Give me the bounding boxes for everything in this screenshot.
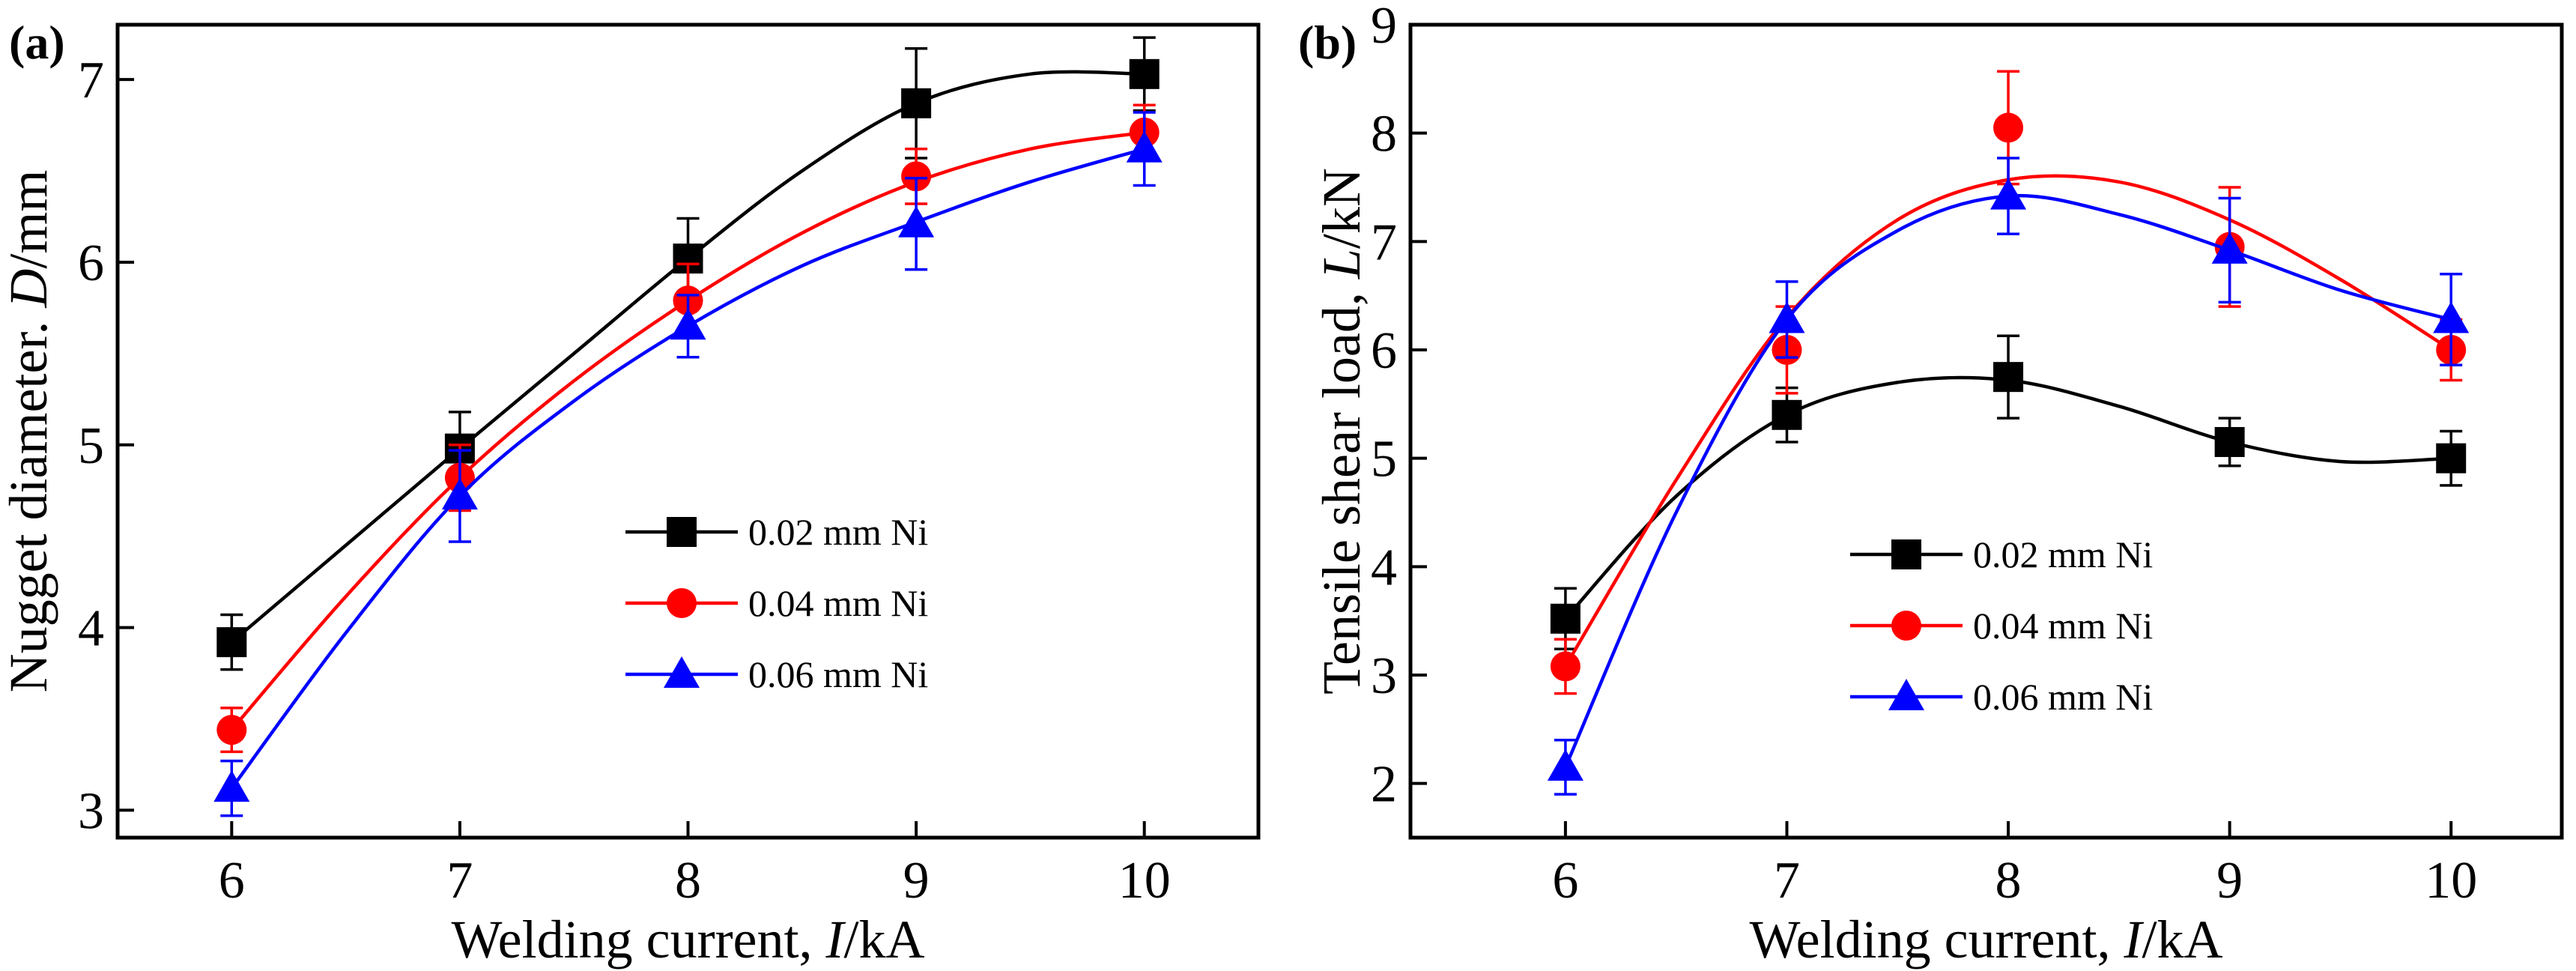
data-point xyxy=(2214,426,2245,457)
y-tick-label: 5 xyxy=(78,417,104,475)
data-point xyxy=(901,88,932,118)
y-tick-label: 4 xyxy=(1371,539,1397,596)
data-point xyxy=(1129,58,1160,89)
y-tick-label: 7 xyxy=(78,52,104,109)
y-axis-title-part: /mm xyxy=(0,170,58,269)
data-point xyxy=(213,770,250,802)
y-tick-label: 8 xyxy=(1371,106,1397,163)
panel-label: (a) xyxy=(9,16,65,69)
data-point xyxy=(670,308,706,340)
data-point xyxy=(2211,232,2248,264)
data-point xyxy=(2436,443,2467,474)
data-point xyxy=(898,205,935,238)
data-point xyxy=(2433,301,2470,333)
y-axis-title-part: Nugget diameter. xyxy=(0,308,58,693)
y-tick-label: 9 xyxy=(1371,0,1397,55)
series-line xyxy=(230,70,1145,644)
x-tick-label: 7 xyxy=(446,852,473,910)
y-tick-label: 2 xyxy=(1371,756,1397,814)
x-axis-title-part: Welding current, xyxy=(451,910,825,970)
x-axis-title: Welding current, I/kA xyxy=(1749,910,2222,970)
x-axis-title-part: I xyxy=(2124,910,2145,970)
plot-frame xyxy=(1408,22,2564,840)
x-tick-label: 7 xyxy=(1774,852,1800,910)
y-tick-label: 4 xyxy=(78,600,104,658)
legend-label: 0.04 mm Ni xyxy=(748,582,928,624)
data-point xyxy=(1550,651,1581,682)
data-point xyxy=(1547,748,1584,781)
x-axis-title-part: /kA xyxy=(844,910,925,970)
data-point xyxy=(1993,362,2024,393)
data-point xyxy=(1550,603,1581,634)
legend-label: 0.02 mm Ni xyxy=(748,511,928,553)
data-point xyxy=(1993,112,2024,143)
series-triangle xyxy=(213,111,1163,817)
y-tick-label: 5 xyxy=(1371,431,1397,488)
x-tick-label: 8 xyxy=(1995,852,2022,910)
x-tick-label: 10 xyxy=(2425,852,2477,910)
x-tick-label: 9 xyxy=(903,852,930,910)
series-circle xyxy=(1550,70,2467,695)
legend-marker xyxy=(1888,679,1924,710)
x-tick-label: 9 xyxy=(2216,852,2243,910)
y-axis-title: Nugget diameter. D/mm xyxy=(0,170,58,693)
y-axis-title-part: Tensile shear load, xyxy=(1312,279,1372,695)
x-axis-title-part: /kA xyxy=(2142,910,2223,970)
series-line xyxy=(1563,174,2452,668)
legend-marker xyxy=(664,656,700,688)
y-tick-label: 3 xyxy=(78,782,104,840)
legend-marker xyxy=(1891,539,1921,569)
y-axis-title-part: D xyxy=(0,269,58,309)
data-point xyxy=(1990,178,2027,210)
panel-b: 6 7 8 9 10 2 3 4 5 6 7 8 9 (b) Welding current, I/kA Te… xyxy=(1298,0,2564,970)
legend-label: 0.02 mm Ni xyxy=(1973,533,2153,575)
data-point xyxy=(216,627,247,658)
y-tick-label: 6 xyxy=(1371,322,1397,380)
series-circle xyxy=(216,103,1160,754)
legend-label: 0.04 mm Ni xyxy=(1973,605,2153,647)
x-tick-label: 6 xyxy=(1552,852,1578,910)
series-line xyxy=(230,147,1145,790)
legend-marker xyxy=(667,588,697,618)
legend-label: 0.06 mm Ni xyxy=(1973,676,2153,718)
x-tick-label: 10 xyxy=(1118,852,1171,910)
data-point xyxy=(1126,130,1163,163)
data-point xyxy=(441,478,478,510)
legend-marker xyxy=(1891,611,1921,641)
series-triangle xyxy=(1547,157,2470,796)
panel-label: (b) xyxy=(1298,16,1357,69)
y-tick-label: 3 xyxy=(1371,647,1397,705)
data-point xyxy=(1772,399,1802,430)
data-point xyxy=(1769,301,1805,333)
series-line xyxy=(230,130,1145,731)
legend-marker xyxy=(667,517,697,547)
x-axis-title-part: I xyxy=(825,910,846,970)
y-axis-title-part: /kN xyxy=(1312,168,1372,249)
y-axis-title-part: L xyxy=(1312,249,1372,279)
x-axis-title: Welding current, I/kA xyxy=(451,910,924,970)
y-tick-label: 7 xyxy=(1371,214,1397,271)
y-axis-title: Tensile shear load, L/kN xyxy=(1312,168,1372,695)
series-square xyxy=(1550,334,2467,651)
data-point xyxy=(901,161,932,192)
plot-frame xyxy=(115,22,1261,840)
y-tick-label: 6 xyxy=(78,235,104,292)
legend-label: 0.06 mm Ni xyxy=(748,653,928,695)
x-tick-label: 6 xyxy=(219,852,245,910)
x-axis-title-part: Welding current, xyxy=(1749,910,2124,970)
series-line xyxy=(1563,193,2452,768)
x-tick-label: 8 xyxy=(675,852,701,910)
data-point xyxy=(216,715,247,745)
